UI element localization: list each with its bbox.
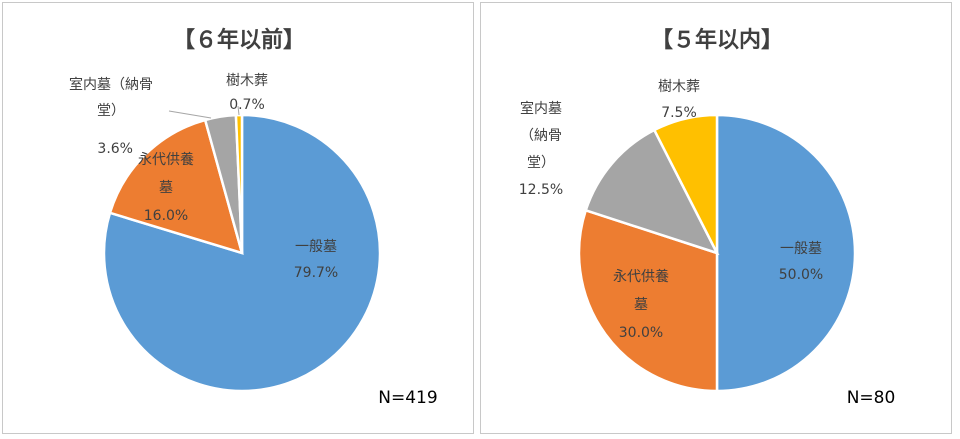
leader-line-4 [237,105,240,116]
slice-label-3: 室内墓（納骨堂） [69,76,153,119]
pie-chart-before-6-years: 【６年以前】一般墓 79.7% 永代供養墓 16.0% 室内墓（納骨堂） 3.6% 樹木葬 0… [69,27,438,408]
slice-label-4: 樹木葬 7.5% [658,79,700,121]
sample-size-label: N=419 [378,388,437,408]
slice-label-4: 樹木葬 0.7% [226,73,268,113]
pie-slice-2 [577,208,719,393]
sample-size-label: N=80 [847,388,896,408]
slice-label-1: 一般墓 50.0% [779,241,823,283]
pie-chart-panel-before-6-years: 【６年以前】一般墓 79.7% 永代供養墓 16.0% 室内墓（納骨堂） 3.6% 樹木葬 0… [2,2,474,434]
pie-slice-4 [652,113,719,254]
pie-slice-3 [584,128,720,256]
slice-label-3: 室内墓（納骨堂） 12.5% [519,100,563,198]
slice-label-1: 一般墓 79.7% [294,239,338,281]
pie-slice-1 [102,113,382,393]
pie-slice-2 [108,118,244,255]
chart-title: 【５年以内】 [651,27,783,53]
leader-line-3 [168,110,212,119]
pie-chart-panel-within-5-years: 【５年以内】一般墓 50.0% 永代供養墓 30.0% 室内墓（納骨堂） 12.5% 樹木葬… [480,2,952,434]
chart-title: 【６年以前】 [173,27,305,53]
slice-label-2: 永代供養墓 16.0% [138,151,194,224]
pie-slice-1 [715,113,857,393]
slice-value-3: 3.6% [97,141,133,157]
pie-slice-4 [234,113,244,254]
pie-chart-within-5-years: 【５年以内】一般墓 50.0% 永代供養墓 30.0% 室内墓（納骨堂） 12.5% 樹木葬… [519,27,896,408]
slice-label-2: 永代供養墓 30.0% [613,268,669,341]
